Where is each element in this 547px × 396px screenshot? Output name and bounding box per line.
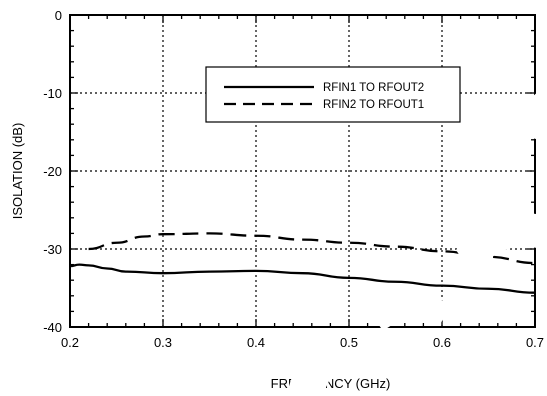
y-tick-label: -20 xyxy=(43,164,62,179)
tick-labels: 0.2 0.3 0.4 0.5 0.6 0.7 0 -10 -20 -30 -40 xyxy=(43,8,544,350)
legend-entry-rfin1-rfout2: RFIN1 TO RFOUT2 xyxy=(323,82,424,94)
x-tick-label: 0.2 xyxy=(61,335,79,350)
y-tick-label: -30 xyxy=(43,242,62,257)
y-tick-label: -40 xyxy=(43,320,62,335)
watermark-letter-o xyxy=(370,295,452,331)
watermark-letter-r xyxy=(286,351,336,396)
x-tick-label: 0.6 xyxy=(433,335,451,350)
series-line-rfin2-rfout1 xyxy=(88,232,536,265)
watermark xyxy=(286,87,547,396)
x-tick-label: 0.4 xyxy=(247,335,265,350)
y-tick-label: 0 xyxy=(55,8,62,23)
x-tick-label: 0.5 xyxy=(340,335,358,350)
y-axis-title: ISOLATION (dB) xyxy=(10,123,25,220)
series-lines xyxy=(69,232,536,294)
series-line-rfin1-rfout2 xyxy=(69,263,536,294)
y-tick-label: -10 xyxy=(43,86,62,101)
legend-entry-rfin2-rfout1: RFIN2 TO RFOUT1 xyxy=(323,99,424,111)
legend-box xyxy=(205,66,461,123)
grid-lines xyxy=(70,15,535,327)
legend: RFIN1 TO RFOUT2 RFIN2 TO RFOUT1 xyxy=(205,66,461,123)
watermark-letter-s xyxy=(456,212,547,274)
x-tick-label: 0.7 xyxy=(526,335,544,350)
watermark-letter-s2 xyxy=(514,87,547,145)
x-tick-label: 0.3 xyxy=(154,335,172,350)
